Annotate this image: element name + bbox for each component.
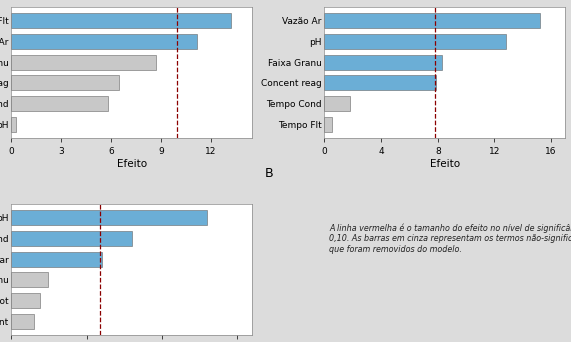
Bar	[11, 117, 17, 132]
Bar	[11, 314, 34, 329]
Bar	[324, 76, 436, 90]
Bar	[11, 231, 132, 246]
X-axis label: Efeito: Efeito	[430, 159, 460, 169]
Bar	[11, 273, 47, 287]
Bar	[11, 76, 119, 90]
Bar	[324, 96, 350, 111]
X-axis label: Efeito: Efeito	[116, 159, 147, 169]
Bar	[11, 293, 40, 308]
Bar	[11, 55, 156, 69]
Text: A linha vermelha é o tamanho do efeito no nível de significância
0,10. As barras: A linha vermelha é o tamanho do efeito n…	[329, 224, 571, 254]
Bar	[324, 34, 506, 49]
Bar	[11, 252, 102, 266]
Text: B: B	[264, 167, 273, 180]
Bar	[11, 34, 198, 49]
Bar	[11, 210, 207, 225]
Bar	[324, 55, 442, 69]
Bar	[324, 13, 540, 28]
Bar	[324, 117, 332, 132]
Bar	[11, 96, 108, 111]
Bar	[11, 13, 231, 28]
